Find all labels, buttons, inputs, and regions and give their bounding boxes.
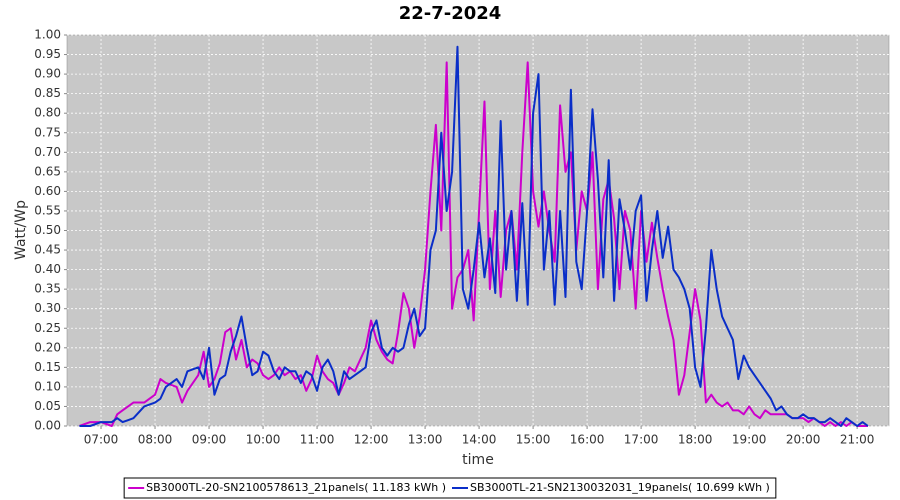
- x-tick-label: 18:00: [678, 433, 713, 447]
- y-tick-label: 0.65: [34, 164, 61, 178]
- series-line: [79, 61, 868, 427]
- y-tick-label: 0.05: [34, 399, 61, 413]
- x-tick-label: 11:00: [300, 433, 335, 447]
- legend: SB3000TL-20-SN2100578613_21panels( 11.18…: [123, 477, 777, 499]
- x-tick-label: 12:00: [354, 433, 389, 447]
- y-tick-label: 0.80: [34, 106, 61, 120]
- x-tick-label: 09:00: [192, 433, 227, 447]
- y-tick-label: 0.25: [34, 321, 61, 335]
- x-tick-label: 17:00: [624, 433, 659, 447]
- x-tick-label: 15:00: [516, 433, 551, 447]
- legend-label: SB3000TL-21-SN2130032031_19panels( 10.69…: [470, 481, 770, 494]
- series-line: [79, 45, 869, 427]
- x-tick-label: 10:00: [246, 433, 281, 447]
- x-axis-title: time: [462, 452, 494, 468]
- x-tick-label: 14:00: [462, 433, 497, 447]
- y-tick-label: 0.40: [34, 262, 61, 276]
- y-tick-label: 0.15: [34, 360, 61, 374]
- y-tick-label: 0.50: [34, 223, 61, 237]
- x-tick-label: 19:00: [732, 433, 767, 447]
- x-tick-label: 16:00: [570, 433, 605, 447]
- y-tick-label: 0.45: [34, 243, 61, 257]
- x-tick-label: 13:00: [408, 433, 443, 447]
- y-tick-label: 0.60: [34, 184, 61, 198]
- y-tick-label: 0.10: [34, 379, 61, 393]
- y-tick-label: 0.90: [34, 67, 61, 81]
- x-tick-label: 21:00: [840, 433, 875, 447]
- y-tick-label: 0.55: [34, 203, 61, 217]
- y-axis-title: Watt/Wp: [13, 200, 29, 260]
- legend-box: [123, 477, 777, 499]
- x-tick-label: 20:00: [786, 433, 821, 447]
- y-tick-label: 0.75: [34, 125, 61, 139]
- legend-label: SB3000TL-20-SN2100578613_21panels( 11.18…: [146, 481, 446, 494]
- y-tick-label: 0.30: [34, 301, 61, 315]
- y-tick-label: 0.00: [34, 419, 61, 433]
- y-tick-label: 1.00: [34, 28, 61, 42]
- y-tick-label: 0.35: [34, 282, 61, 296]
- y-tick-label: 0.85: [34, 86, 61, 100]
- x-tick-label: 07:00: [84, 433, 119, 447]
- chart-title: 22-7-2024: [399, 3, 502, 24]
- y-tick-label: 0.95: [34, 47, 61, 61]
- y-tick-label: 0.20: [34, 340, 61, 354]
- x-tick-label: 08:00: [138, 433, 173, 447]
- y-tick-label: 0.70: [34, 145, 61, 159]
